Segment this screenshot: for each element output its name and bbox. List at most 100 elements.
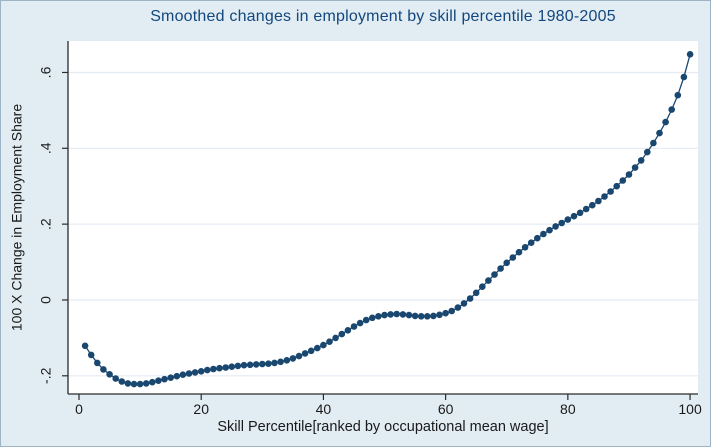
data-point [320,341,327,349]
data-point [362,316,370,324]
data-point [375,313,382,320]
data-point [595,197,602,205]
data-point [509,254,517,261]
data-point [167,374,174,382]
data-point [479,283,486,291]
data-point [204,366,211,374]
data-point [314,344,321,352]
data-point [118,378,126,385]
data-point [534,234,541,242]
data-point [106,371,113,378]
y-tick-label: .2 [38,218,54,230]
data-point [589,201,596,209]
data-point [546,226,553,234]
data-point [228,363,236,371]
data-point [607,188,614,195]
y-tick-label: 0 [38,296,54,304]
data-point [515,248,523,256]
data-point [631,164,639,171]
x-tick-label: 100 [678,401,702,417]
data-point [466,295,474,302]
x-tick-label: 20 [193,401,209,417]
data-point [686,51,694,58]
data-point [668,106,675,113]
data-point [527,239,535,246]
data-point [277,358,284,366]
data-point [644,148,651,156]
data-point [356,319,364,327]
data-point [619,177,627,184]
data-point [393,310,401,318]
data-point [430,312,437,320]
x-tick-label: 40 [316,401,332,417]
y-tick-label: .6 [38,66,54,78]
x-tick-label: 60 [438,401,454,417]
data-point [94,359,101,367]
data-point [637,157,645,164]
data-point [124,380,132,387]
data-point [564,216,572,223]
chart-title: Smoothed changes in employment by skill … [150,8,616,25]
x-axis-label: Skill Percentile[ranked by occupational … [217,419,548,435]
data-point [680,73,688,81]
data-point [197,368,205,375]
plot-area [68,41,698,394]
data-point [271,359,278,367]
data-point [210,365,217,373]
data-point [112,375,119,382]
data-point [326,338,333,346]
data-point [448,307,456,315]
data-point [442,309,449,317]
data-point [454,304,462,311]
data-point [521,244,529,251]
data-point [460,300,468,307]
data-point [576,209,584,217]
data-point [295,352,303,360]
data-point [601,193,608,200]
data-point [130,380,138,388]
y-axis-label: 100 X Change in Employment Share [9,104,25,331]
data-point [381,311,388,319]
data-point [369,314,376,322]
data-point [161,375,168,383]
data-point [344,327,352,334]
data-point [301,350,309,357]
data-point [265,360,272,368]
data-point [387,311,394,318]
data-point [100,366,107,373]
data-point [472,289,480,297]
data-point [234,362,242,370]
data-point [289,355,297,362]
data-point [338,330,346,338]
data-point [405,311,413,319]
data-point [613,182,620,190]
data-point [222,364,229,371]
data-point [662,118,669,126]
data-point [491,271,498,278]
data-point [149,378,156,386]
y-tick-label: -.2 [38,367,54,384]
data-point [417,313,425,320]
data-point [650,139,657,147]
data-point [674,91,682,99]
data-point [240,361,248,369]
data-point [246,361,254,369]
data-point [656,129,663,137]
data-point [552,223,559,230]
data-point [503,259,511,267]
data-point [424,313,431,320]
data-point [252,361,260,368]
data-point [173,372,181,380]
data-point [350,323,358,330]
data-point [570,212,578,220]
data-point [283,357,291,364]
data-point [436,311,443,319]
data-point [399,311,407,318]
data-point [259,360,266,368]
data-point [411,312,419,320]
data-point [485,277,492,284]
y-tick-label: .4 [38,142,54,154]
data-point [191,369,199,376]
